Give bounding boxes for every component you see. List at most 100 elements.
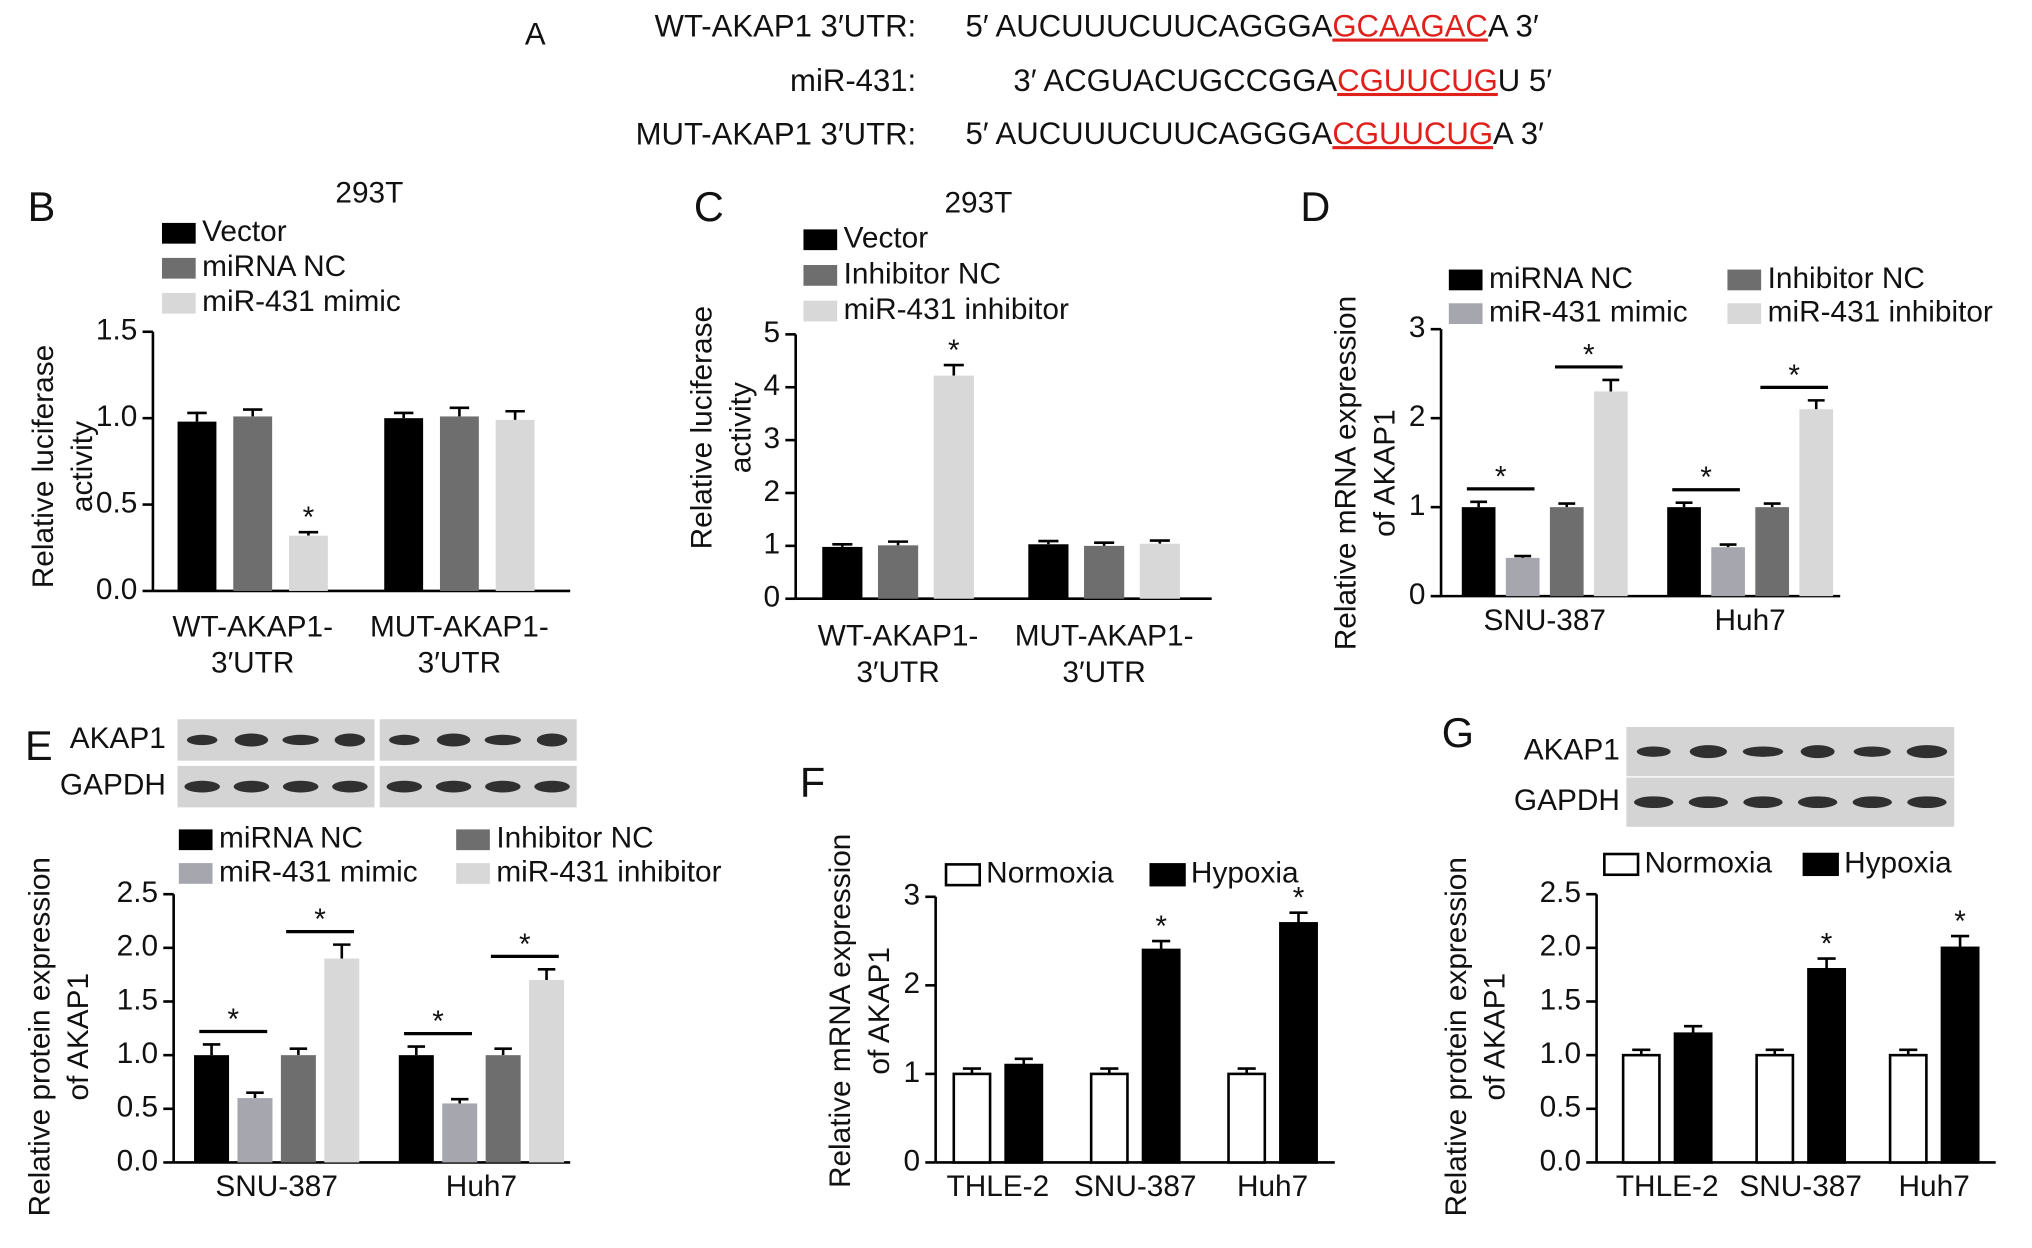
blot-band <box>389 734 420 746</box>
y-tick-label: 0 <box>764 581 781 614</box>
y-tick-label: 5 <box>764 316 781 349</box>
blot-band <box>282 734 319 746</box>
significance-marker: * <box>1293 882 1305 915</box>
legend-swatch <box>161 292 196 314</box>
legend-swatch <box>161 257 196 279</box>
y-tick-label: 0.5 <box>117 1091 158 1124</box>
x-tick-label: SNU-387 <box>215 1170 338 1203</box>
y-tick-label: 0 <box>904 1144 921 1177</box>
y-tick-label: 2 <box>764 475 781 508</box>
y-tick-label: 0 <box>1409 578 1426 611</box>
x-tick-label: SNU-387 <box>1074 1170 1197 1203</box>
sequence: 3′ ACGUACUGCCGGACGUUCUGU 5′ <box>1013 63 1552 98</box>
bar <box>952 1072 992 1164</box>
error-bar <box>943 363 964 376</box>
legend-swatch <box>178 863 213 884</box>
y-tick-label: 1.5 <box>117 983 158 1016</box>
y-tick-label: 1.5 <box>1540 983 1581 1016</box>
error-bar <box>187 411 207 422</box>
y-tick-label: 2.5 <box>117 876 158 909</box>
y-tick-label: 1.5 <box>96 314 137 347</box>
x-tick-label: Huh7 <box>1237 1170 1308 1203</box>
y-tick-label: 0.0 <box>96 573 137 606</box>
x-tick-label: Huh7 <box>1715 604 1786 637</box>
legend-label: Vector <box>202 215 287 248</box>
legend-swatch <box>161 222 196 244</box>
legend-label: miRNA NC <box>202 250 346 283</box>
x-tick-label: THLE-2 <box>947 1170 1050 1203</box>
sequence-prefix: 3′ ACGUACUGCCGGA <box>1013 63 1337 98</box>
x-tick-label: MUT-AKAP1- <box>370 610 549 643</box>
sequence-prefix: 5′ AUCUUUCUUCAGGGA <box>965 9 1332 44</box>
bar <box>398 1055 434 1163</box>
blot-band <box>534 780 570 793</box>
y-axis-label: Relative mRNA expression <box>824 834 857 1188</box>
y-tick-label: 1.0 <box>1540 1037 1581 1070</box>
chart-title: 293T <box>944 187 1012 220</box>
y-axis-label: Relative luciferase <box>27 345 60 588</box>
y-tick-label: 3 <box>764 422 781 455</box>
legend-swatch <box>456 829 490 851</box>
error-bar <box>1675 501 1693 508</box>
bar <box>1807 968 1847 1164</box>
y-axis-label: of AKAP1 <box>62 973 95 1101</box>
sequence: 5′ AUCUUUCUUCAGGGACGUUCUGA 3′ <box>965 116 1544 151</box>
bar <box>485 1055 521 1163</box>
blot-band <box>282 780 319 793</box>
x-tick-label: MUT-AKAP1- <box>1015 619 1194 652</box>
error-bar <box>1602 378 1620 392</box>
error-bar <box>1951 934 1970 948</box>
x-tick-label: THLE-2 <box>1616 1170 1719 1203</box>
blot-band <box>1688 796 1729 809</box>
y-axis-label: Relative mRNA expression <box>1330 296 1363 650</box>
error-bar <box>1514 554 1532 558</box>
binding-site: GCAAGAC <box>1332 9 1487 44</box>
bar <box>1711 547 1745 597</box>
legend-label: Inhibitor NC <box>1768 262 1925 295</box>
blot-band <box>386 780 423 793</box>
bar <box>1940 946 1980 1164</box>
x-tick-label: SNU-387 <box>1739 1170 1862 1203</box>
y-tick-label: 3 <box>1409 311 1426 344</box>
significance-marker: * <box>948 334 960 367</box>
error-bar <box>1038 539 1059 545</box>
legend-swatch <box>1727 303 1762 324</box>
binding-site: CGUUCUG <box>1337 63 1498 98</box>
y-tick-label: 1 <box>764 528 781 561</box>
error-bar <box>246 1091 264 1099</box>
legend-label: miRNA NC <box>1489 262 1633 295</box>
blot-band <box>1742 746 1784 757</box>
error-bar <box>407 1045 426 1056</box>
y-tick-label: 1.0 <box>117 1037 158 1070</box>
panel-letter: F <box>800 758 825 805</box>
bar <box>384 418 424 591</box>
sequence-name: miR-431: <box>790 63 916 98</box>
x-tick-label: SNU-387 <box>1483 604 1606 637</box>
bar <box>1279 922 1318 1164</box>
blot-band <box>1853 746 1891 757</box>
legend-swatch <box>803 229 838 251</box>
legend-label: Normoxia <box>1645 846 1773 879</box>
legend-swatch <box>1727 269 1762 291</box>
bar <box>1799 409 1834 597</box>
sequence-name: MUT-AKAP1 3′UTR: <box>636 116 917 151</box>
error-bar <box>449 406 470 417</box>
error-bar <box>1558 502 1576 508</box>
significance-marker: * <box>1821 927 1833 960</box>
error-bar <box>1470 500 1488 508</box>
bar <box>439 416 479 591</box>
bar <box>1755 1053 1795 1164</box>
blot-membrane <box>1626 777 1955 827</box>
error-bar <box>333 943 351 959</box>
x-tick-label: 3′UTR <box>1062 656 1145 689</box>
panel-letter: G <box>1442 709 1474 756</box>
error-bar <box>289 1047 308 1056</box>
bar <box>1667 507 1701 597</box>
bar <box>1888 1053 1928 1164</box>
y-axis-label: of AKAP1 <box>1479 973 1512 1101</box>
sequence-suffix: U 5′ <box>1498 63 1552 98</box>
significance-marker: * <box>1954 905 1966 938</box>
significance-marker: * <box>303 501 315 534</box>
bar <box>495 419 535 591</box>
